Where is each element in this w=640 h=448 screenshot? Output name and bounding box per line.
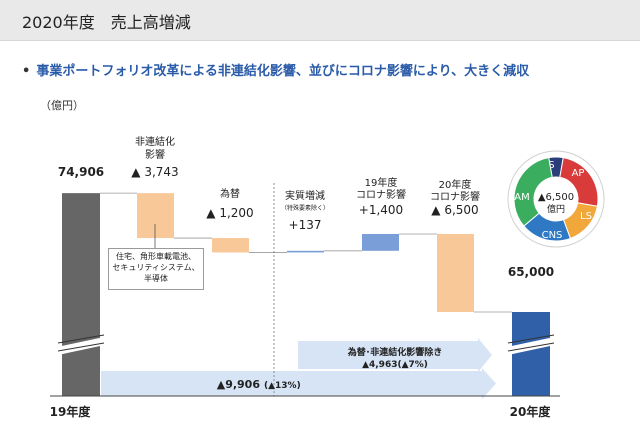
bar-fx: [212, 238, 249, 253]
excl-arrow: [298, 338, 492, 372]
total-arrow-value: ▲9,906: [217, 378, 261, 391]
pie-center-unit: 億円: [547, 203, 565, 215]
total-arrow: [101, 368, 496, 399]
axis-break-fy20: [507, 337, 555, 355]
axis-break-line: [507, 342, 555, 352]
note-line: 半導体: [144, 274, 168, 283]
value-label-deconsolidation: ▲ 3,743: [131, 165, 178, 179]
category-label-fx: 為替: [220, 187, 240, 200]
category-label-corona19: コロナ影響: [356, 188, 406, 201]
unit-label: （億円）: [40, 99, 84, 112]
note-line: セキュリティシステム、: [112, 263, 200, 272]
bar-corona20: [437, 234, 474, 312]
page-header: 2020年度 売上高増減: [0, 0, 640, 41]
subtitle-bullet: •: [22, 64, 31, 79]
bar-deconsolidation: [137, 193, 174, 239]
pie-center-value: ▲6,500: [538, 192, 574, 203]
bar-real: [287, 250, 324, 253]
category-label-fy20: 20年度: [510, 404, 552, 419]
value-label-fy20: 65,000: [508, 265, 554, 279]
note-line: 住宅、角形車載電池、: [116, 252, 196, 261]
total-arrow-pct: (▲13%): [264, 381, 301, 391]
category-label-fy19: 19年度: [50, 404, 92, 419]
pie-label-ls: LS: [580, 211, 592, 222]
pie-label-cns: CNS: [542, 230, 563, 241]
category-label-corona20: コロナ影響: [430, 190, 480, 203]
value-label-real: +137: [289, 218, 322, 232]
pie-segment-am: [513, 157, 553, 227]
value-label-corona20: ▲ 6,500: [431, 203, 478, 217]
category-label-deconsolidation: 影響: [145, 148, 165, 161]
axis-break-line: [57, 334, 105, 344]
subtitle: • 事業ポートフォリオ改革による非連結化影響、並びにコロナ影響により、大きく減収: [22, 60, 529, 79]
axis-break-fy19: [57, 337, 105, 355]
value-label-corona19: +1,400: [359, 203, 403, 217]
deconsolidation-note: 住宅、角形車載電池、 セキュリティシステム、 半導体: [108, 248, 204, 290]
bars-layer: [50, 183, 560, 397]
category-sublabel-real: （特殊要素除く）: [281, 204, 329, 212]
arrows-layer: [101, 338, 496, 399]
category-label-corona20: 20年度: [439, 178, 472, 191]
axis-break-line: [507, 334, 555, 344]
page-title: 2020年度 売上高増減: [22, 13, 191, 32]
excl-arrow-label: 為替･非連結化影響除き: [347, 346, 443, 358]
bar-corona19: [362, 234, 399, 251]
labels-layer: 74,906 65,000 19年度 20年度 非連結化影響 ▲ 3,743 為替 ▲ 1,2…: [50, 135, 555, 419]
excl-arrow-value: ▲4,963(▲7%): [362, 360, 428, 370]
bar-fy20: [512, 312, 550, 396]
category-label-corona19: 19年度: [365, 176, 398, 189]
pie-label-ap: AP: [572, 168, 585, 179]
value-label-fx: ▲ 1,200: [206, 206, 253, 220]
bar-fy19: [62, 193, 100, 396]
category-label-deconsolidation: 非連結化: [135, 135, 175, 148]
subtitle-text: 事業ポートフォリオ改革による非連結化影響、並びにコロナ影響により、大きく減収: [36, 64, 530, 79]
value-label-fy19: 74,906: [58, 165, 104, 179]
category-label-real: 実質増減: [285, 189, 325, 202]
axis-break-line: [57, 342, 105, 352]
pie-label-am: AM: [514, 192, 529, 203]
